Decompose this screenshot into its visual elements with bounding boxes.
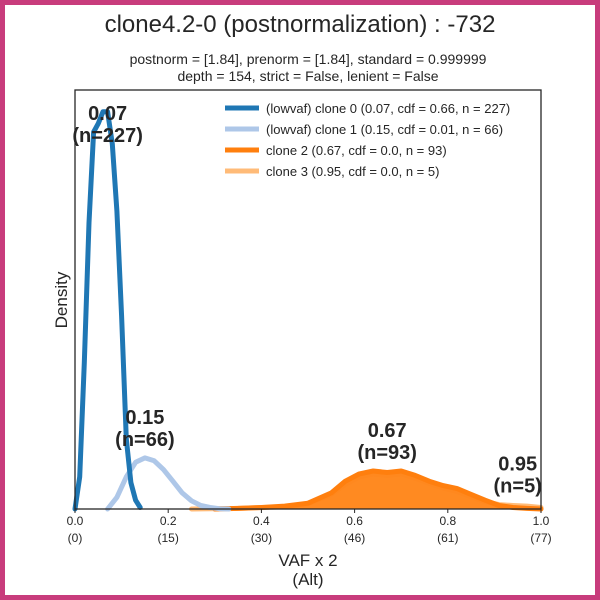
x-tick-label: 0.4 <box>253 514 270 528</box>
x-axis: 0.0 (0) 0.2 (15) 0.4 (30) 0.6 (46) 0.8 (61) 1.0 (77… <box>67 509 552 545</box>
series-area-clone-2-0-67-cdf-0-0-n-93 <box>214 471 542 509</box>
x-tick-label: 0.6 <box>346 514 363 528</box>
x-tick-label: 0.0 <box>67 514 84 528</box>
peak-label-n-66: (n=66) <box>115 429 174 451</box>
x-tick-label: 0.8 <box>439 514 456 528</box>
x-tick-label: 1.0 <box>533 514 550 528</box>
chart-title: clone4.2-0 (postnormalization) : -732 <box>105 11 496 38</box>
peak-label-n-227: (n=227) <box>72 125 143 147</box>
legend-entry-lowvaf-clone-1-0-15-cdf-0-01-n-66: (lowvaf) clone 1 (0.15, cdf = 0.01, n = … <box>266 122 503 137</box>
peak-label-n-5: (n=5) <box>494 476 542 498</box>
series-layer <box>72 109 544 512</box>
peak-label-0-07: 0.07 <box>88 103 127 125</box>
x-tick-sublabel: (30) <box>251 531 272 545</box>
x-tick-sublabel: (15) <box>158 531 179 545</box>
chart-subtitle-line-1: postnorm = [1.84], prenorm = [1.84], sta… <box>130 51 487 67</box>
plot-area-border <box>74 89 542 510</box>
series-line-lowvaf-clone-0-0-07-cdf-0-66-n-227 <box>72 109 143 512</box>
x-axis-label-line-2: (Alt) <box>292 570 323 589</box>
peak-label-0-95: 0.95 <box>498 454 537 476</box>
x-axis-label-line-1: VAF x 2 <box>278 551 337 570</box>
x-tick-sublabel: (61) <box>437 531 458 545</box>
y-axis-label: Density <box>52 271 71 328</box>
series-line-clone-2-0-67-cdf-0-0-n-93 <box>212 468 544 512</box>
peak-label-n-93: (n=93) <box>357 442 416 464</box>
legend-entry-lowvaf-clone-0-0-07-cdf-0-66-n-227: (lowvaf) clone 0 (0.07, cdf = 0.66, n = … <box>266 101 510 116</box>
x-tick-sublabel: (46) <box>344 531 365 545</box>
peak-label-0-67: 0.67 <box>368 420 407 442</box>
peak-label-0-15: 0.15 <box>125 407 164 429</box>
legend-entry-clone-3-0-95-cdf-0-0-n-5: clone 3 (0.95, cdf = 0.0, n = 5) <box>266 164 439 179</box>
chart-subtitle-line-2: depth = 154, strict = False, lenient = F… <box>177 68 438 84</box>
x-tick-sublabel: (0) <box>68 531 83 545</box>
x-tick-sublabel: (77) <box>530 531 551 545</box>
legend: (lowvaf) clone 0 (0.07, cdf = 0.66, n = … <box>225 101 510 179</box>
x-tick-label: 0.2 <box>160 514 177 528</box>
series-line-lowvaf-clone-1-0-15-cdf-0-01-n-66 <box>105 455 232 512</box>
legend-entry-clone-2-0-67-cdf-0-0-n-93: clone 2 (0.67, cdf = 0.0, n = 93) <box>266 143 447 158</box>
peak-labels: 0.07(n=227) 0.15(n=66) 0.67(n=93) 0.95(n=5) <box>72 103 542 498</box>
